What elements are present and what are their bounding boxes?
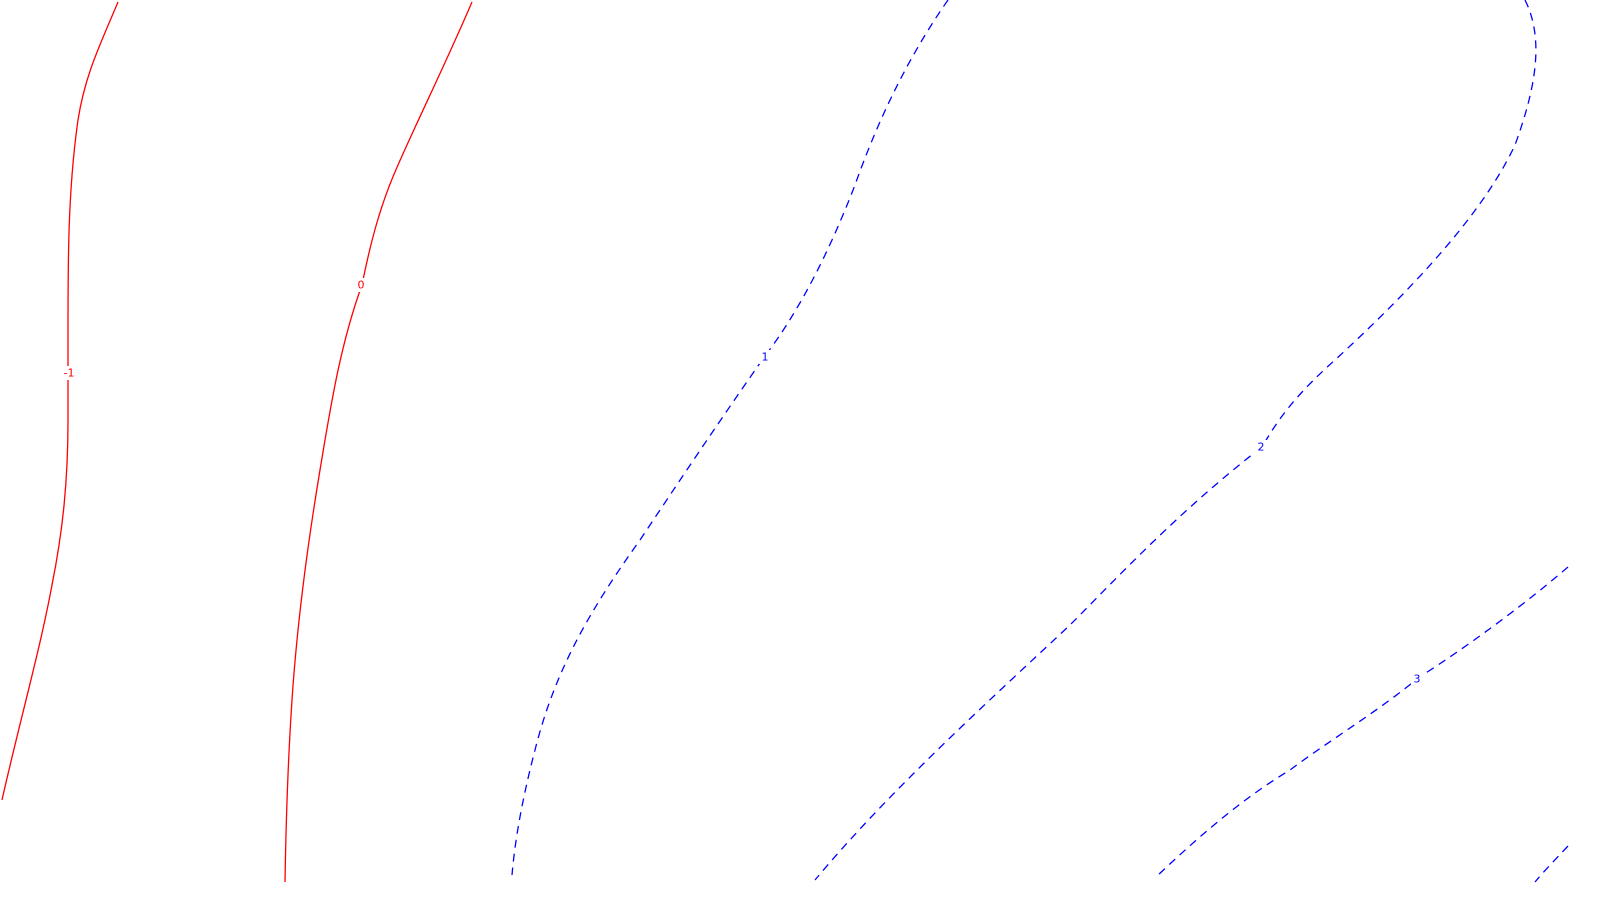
contour-label-gap — [1255, 440, 1267, 454]
contour-labels: -1 0 1 2 3 — [63, 278, 1423, 686]
contour-label-gap — [355, 278, 367, 292]
contour-line-level-neg1 — [1, 1, 119, 801]
contour-line-level-0 — [284, 1, 473, 883]
contour-label-gap — [63, 366, 75, 380]
contour-label-level-3: 3 — [1414, 673, 1421, 686]
contour-line-level-3 — [1154, 566, 1569, 879]
contour-line-level-1 — [511, 0, 949, 876]
contour-label-level-neg1: -1 — [64, 367, 75, 380]
contour-line-level-2 — [814, 0, 1537, 881]
contour-label-level-0: 0 — [358, 279, 365, 292]
contour-label-gap — [1411, 672, 1423, 686]
contour-line-level-4 — [1534, 845, 1569, 883]
contour-label-gap — [759, 350, 771, 364]
contour-label-level-2: 2 — [1258, 441, 1265, 454]
contour-lines — [1, 0, 1569, 883]
contour-label-level-1: 1 — [762, 351, 769, 364]
